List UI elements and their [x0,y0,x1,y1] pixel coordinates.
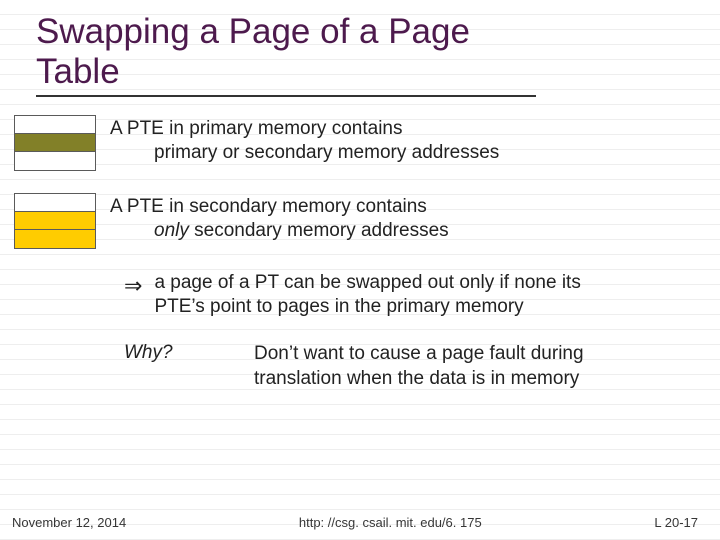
page-table-primary [14,115,96,171]
footer-url: http: //csg. csail. mit. edu/6. 175 [126,515,654,530]
pte-primary-block: A PTE in primary memory contains primary… [36,115,684,171]
pte-secondary-text: A PTE in secondary memory contains only … [110,193,449,244]
pt-row [15,212,95,230]
footer-pagenum: L 20-17 [654,515,698,530]
pt-row [15,152,95,170]
pte-secondary-line1: A PTE in secondary memory contains [110,196,427,217]
slide: Swapping a Page of a Page Table A PTE in… [0,0,720,540]
pte-secondary-line2: only secondary memory addresses [110,219,449,244]
implication-text: a page of a PT can be swapped out only i… [154,271,624,320]
pte-primary-text: A PTE in primary memory contains primary… [110,115,499,166]
pte-primary-line1: A PTE in primary memory contains [110,118,402,139]
footer: November 12, 2014 http: //csg. csail. mi… [0,515,720,530]
pte-primary-line2: primary or secondary memory addresses [110,141,499,166]
only-italic: only [154,220,189,241]
footer-date: November 12, 2014 [12,515,126,530]
pte-secondary-block: A PTE in secondary memory contains only … [36,193,684,249]
arrow-icon: ⇒ [124,271,142,299]
page-table-secondary [14,193,96,249]
slide-title: Swapping a Page of a Page Table [36,12,536,97]
slide-content: A PTE in primary memory contains primary… [36,115,684,392]
pt-row [15,194,95,212]
why-block: Why? Don’t want to cause a page fault du… [124,342,684,391]
pt-row [15,230,95,248]
pt-row [15,134,95,152]
pte-secondary-line2-post: secondary memory addresses [189,220,449,241]
why-label: Why? [124,342,254,364]
pt-row [15,116,95,134]
why-answer: Don’t want to cause a page fault during … [254,342,644,391]
implication-block: ⇒ a page of a PT can be swapped out only… [124,271,684,320]
